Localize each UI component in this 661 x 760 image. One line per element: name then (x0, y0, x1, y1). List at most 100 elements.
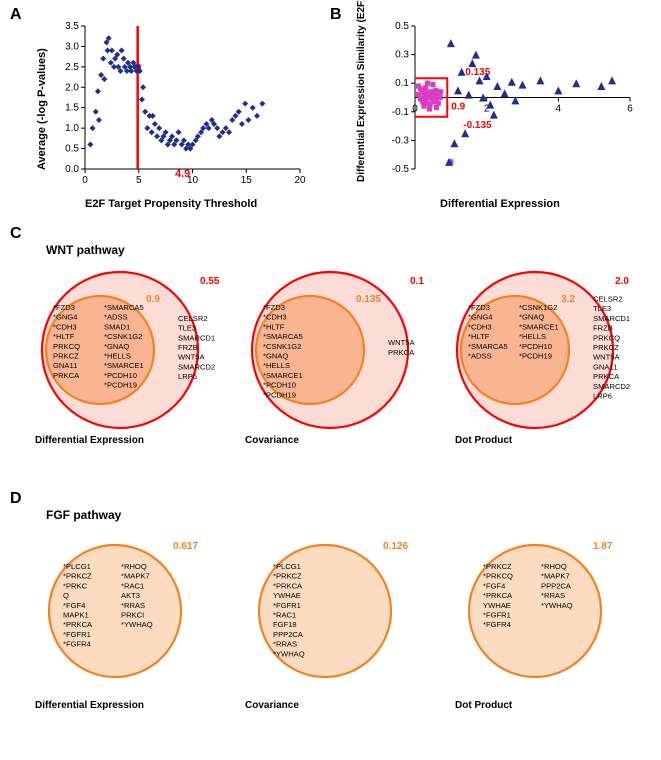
svg-text:3.0: 3.0 (65, 41, 79, 52)
svg-text:*PRKCQ: *PRKCQ (483, 572, 513, 581)
svg-text:FRZB: FRZB (178, 343, 198, 352)
svg-text:*RHOQ: *RHOQ (541, 562, 567, 571)
svg-text:*YWHAQ: *YWHAQ (121, 620, 153, 629)
svg-text:PRKCZ: PRKCZ (593, 343, 619, 352)
svg-text:*PCDH19: *PCDH19 (263, 390, 296, 399)
svg-text:PRKCZ: PRKCZ (53, 352, 79, 361)
panel-c-venn-3: 2.03.2*FZD3*GNG4*CDH3*HLTF*SMARCA5*ADSS*… (440, 258, 655, 448)
svg-text:1.5: 1.5 (65, 103, 79, 114)
svg-text:LRP6: LRP6 (593, 392, 612, 401)
svg-text:*ADSS: *ADSS (468, 352, 492, 361)
panel-c-title: WNT pathway (46, 243, 125, 257)
svg-text:0: 0 (412, 104, 418, 115)
svg-text:0.126: 0.126 (383, 541, 408, 552)
svg-text:6: 6 (627, 104, 633, 115)
svg-text:Dot Product: Dot Product (455, 435, 513, 446)
svg-text:YWHAE: YWHAE (273, 591, 301, 600)
svg-text:-0.5: -0.5 (392, 164, 410, 175)
panel-d-label: D (10, 490, 22, 508)
svg-text:-0.3: -0.3 (392, 135, 410, 146)
svg-text:5: 5 (136, 175, 142, 186)
svg-text:0.55: 0.55 (200, 276, 220, 287)
panel-a-ylabel: Average (-log P-values) (36, 48, 48, 170)
svg-text:*PLCG1: *PLCG1 (273, 562, 301, 571)
svg-text:LRP6: LRP6 (178, 372, 197, 381)
svg-text:*FGFR1: *FGFR1 (63, 630, 91, 639)
svg-text:*SMARCE1: *SMARCE1 (104, 361, 144, 370)
svg-text:0.9: 0.9 (146, 294, 160, 305)
svg-text:*PLCG1: *PLCG1 (63, 562, 91, 571)
svg-text:WNT5A: WNT5A (593, 353, 621, 362)
svg-text:Q: Q (63, 591, 69, 600)
svg-text:CELSR2: CELSR2 (593, 295, 623, 304)
svg-text:3.2: 3.2 (561, 294, 575, 305)
svg-text:*PCDH10: *PCDH10 (104, 371, 137, 380)
svg-text:1.0: 1.0 (65, 123, 79, 134)
svg-text:*ADSS: *ADSS (104, 313, 128, 322)
svg-text:*FZD3: *FZD3 (263, 303, 285, 312)
panel-d-venn-1: 0.617*PLCG1*PRKCZ*PRKCQ*FGF4MAPK1*PRKCA*… (20, 523, 230, 713)
svg-text:0.5: 0.5 (65, 144, 79, 155)
svg-text:*PRKC: *PRKC (63, 581, 88, 590)
svg-text:FRZB: FRZB (593, 324, 613, 333)
svg-text:*FGFR4: *FGFR4 (483, 620, 511, 629)
panel-c-venn-2: 0.10.135*FZD3*CDH3*HLTF*SMARCA5*CSNK1G2*… (230, 258, 440, 448)
svg-text:*CDH3: *CDH3 (53, 322, 77, 331)
svg-text:0.3: 0.3 (395, 50, 409, 61)
svg-text:*GNAQ: *GNAQ (519, 313, 544, 322)
svg-text:PPP2CA: PPP2CA (541, 581, 572, 590)
svg-text:*YWHAQ: *YWHAQ (541, 601, 573, 610)
svg-text:3.5: 3.5 (65, 21, 79, 32)
svg-text:*FGFR4: *FGFR4 (63, 640, 91, 649)
svg-text:*FGFR1: *FGFR1 (483, 611, 511, 620)
svg-text:*FGF4: *FGF4 (483, 581, 505, 590)
svg-text:*GNG4: *GNG4 (468, 313, 492, 322)
svg-text:PRKCI: PRKCI (121, 611, 144, 620)
svg-text:2.5: 2.5 (65, 62, 79, 73)
svg-text:PRKCQ: PRKCQ (53, 342, 80, 351)
svg-text:*HELLS: *HELLS (104, 352, 131, 361)
panel-a-threshold-label: 4.9 (175, 168, 190, 180)
svg-text:*FGF4: *FGF4 (63, 601, 85, 610)
svg-text:-0.1: -0.1 (392, 107, 410, 118)
svg-text:0.9: 0.9 (451, 102, 465, 113)
svg-text:*PRKCZ: *PRKCZ (483, 562, 512, 571)
svg-text:*PCDH19: *PCDH19 (519, 352, 552, 361)
svg-text:*PCDH10: *PCDH10 (519, 342, 552, 351)
svg-text:*RHOQ: *RHOQ (121, 562, 147, 571)
svg-text:*PCDH10: *PCDH10 (263, 381, 296, 390)
svg-text:*PRKCA: *PRKCA (63, 620, 93, 629)
svg-text:2.0: 2.0 (615, 276, 629, 287)
svg-text:*HLTF: *HLTF (53, 332, 75, 341)
svg-text:15: 15 (241, 175, 253, 186)
svg-text:0.617: 0.617 (173, 541, 198, 552)
svg-text:*HELLS: *HELLS (263, 361, 290, 370)
svg-text:WNT5A: WNT5A (178, 353, 206, 362)
svg-text:PRKCA: PRKCA (388, 348, 415, 357)
svg-text:*HLTF: *HLTF (468, 332, 490, 341)
svg-text:20: 20 (294, 175, 306, 186)
svg-text:*HLTF: *HLTF (263, 322, 285, 331)
svg-text:*PRKCZ: *PRKCZ (63, 572, 92, 581)
svg-text:*RRAS: *RRAS (273, 640, 297, 649)
svg-text:SMARCD2: SMARCD2 (178, 362, 215, 371)
svg-text:FGF18: FGF18 (273, 620, 297, 629)
svg-text:*GNG4: *GNG4 (53, 313, 77, 322)
svg-text:0.0: 0.0 (65, 164, 79, 175)
panel-a-xlabel: E2F Target Propensity Threshold (85, 198, 257, 210)
svg-text:TLE3: TLE3 (593, 304, 611, 313)
svg-text:YWHAE: YWHAE (483, 601, 511, 610)
svg-text:*HELLS: *HELLS (519, 332, 546, 341)
svg-text:*RAC1: *RAC1 (273, 611, 296, 620)
svg-text:*PRKCA: *PRKCA (273, 581, 303, 590)
svg-text:GNA11: GNA11 (593, 362, 617, 371)
svg-text:*SMARCA5: *SMARCA5 (468, 342, 508, 351)
svg-text:*PRKCZ: *PRKCZ (273, 572, 302, 581)
svg-text:*FGFR1: *FGFR1 (273, 601, 301, 610)
panel-b-label: B (330, 6, 342, 24)
svg-text:*FZD3: *FZD3 (53, 303, 75, 312)
svg-text:0: 0 (82, 175, 88, 186)
svg-text:*SMARCE1: *SMARCE1 (519, 322, 559, 331)
panel-b-xlabel: Differential Expression (440, 198, 560, 210)
svg-text:SMARCD1: SMARCD1 (178, 333, 215, 342)
